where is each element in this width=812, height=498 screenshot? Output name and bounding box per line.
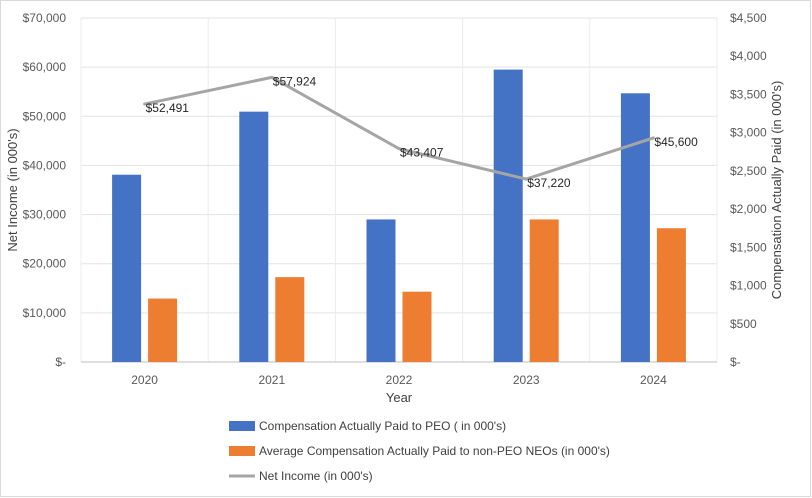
net-income-data-label: $57,924 <box>273 74 317 88</box>
bar-peo-compensation <box>239 111 269 363</box>
y-tick-label: $10,000 <box>23 306 67 320</box>
net-income-data-label: $45,600 <box>654 135 698 149</box>
bar-neo-compensation <box>529 219 559 362</box>
y2-tick-label: $500 <box>730 317 757 331</box>
y2-tick-label: $4,000 <box>730 49 767 63</box>
y-tick-label: $30,000 <box>23 208 67 222</box>
net-income-data-label: $43,407 <box>400 146 444 160</box>
net-income-line <box>144 75 654 181</box>
y2-tick-label: $3,000 <box>730 126 767 140</box>
net-income-point <box>397 147 401 151</box>
y2-tick-label: $- <box>730 355 741 369</box>
x-tick-label: 2021 <box>258 373 285 387</box>
bar-peo-compensation <box>112 174 142 362</box>
net-income-data-label: $52,491 <box>146 101 190 115</box>
y-axis-title: Net Income (in 000's) <box>5 128 20 251</box>
net-income-point <box>524 177 528 181</box>
y2-tick-label: $4,500 <box>730 11 767 25</box>
y-tick-label: $- <box>55 355 66 369</box>
net-income-data-label: $37,220 <box>527 176 571 190</box>
net-income-point <box>143 102 147 106</box>
legend-swatch <box>229 446 255 456</box>
x-tick-label: 2023 <box>513 373 540 387</box>
legend-swatch <box>229 421 255 431</box>
net-income-point <box>270 75 274 79</box>
y-tick-label: $60,000 <box>23 60 67 74</box>
legend-label: Average Compensation Actually Paid to no… <box>259 444 610 458</box>
x-axis-title: Year <box>386 390 413 405</box>
legend-label: Net Income (in 000's) <box>259 469 373 483</box>
bar-peo-compensation <box>366 219 396 362</box>
y2-tick-label: $2,500 <box>730 164 767 178</box>
y-tick-label: $50,000 <box>23 109 67 123</box>
legend-label: Compensation Actually Paid to PEO ( in 0… <box>259 419 506 433</box>
y-tick-label: $20,000 <box>23 257 67 271</box>
y2-axis-title: Compensation Actually Paid (in 000's) <box>769 81 784 300</box>
y2-tick-label: $3,500 <box>730 87 767 101</box>
net-income-point <box>651 136 655 140</box>
bar-neo-compensation <box>148 298 178 362</box>
bar-neo-compensation <box>402 291 432 362</box>
y-tick-label: $70,000 <box>23 11 67 25</box>
y2-tick-label: $1,500 <box>730 240 767 254</box>
y2-tick-label: $1,000 <box>730 279 767 293</box>
x-tick-label: 2022 <box>386 373 413 387</box>
y2-tick-label: $2,000 <box>730 202 767 216</box>
x-tick-label: 2020 <box>131 373 158 387</box>
x-tick-label: 2024 <box>640 373 667 387</box>
bar-neo-compensation <box>656 228 686 362</box>
y-tick-label: $40,000 <box>23 158 67 172</box>
bar-peo-compensation <box>620 93 650 362</box>
bar-neo-compensation <box>275 277 305 362</box>
bar-peo-compensation <box>493 69 523 362</box>
